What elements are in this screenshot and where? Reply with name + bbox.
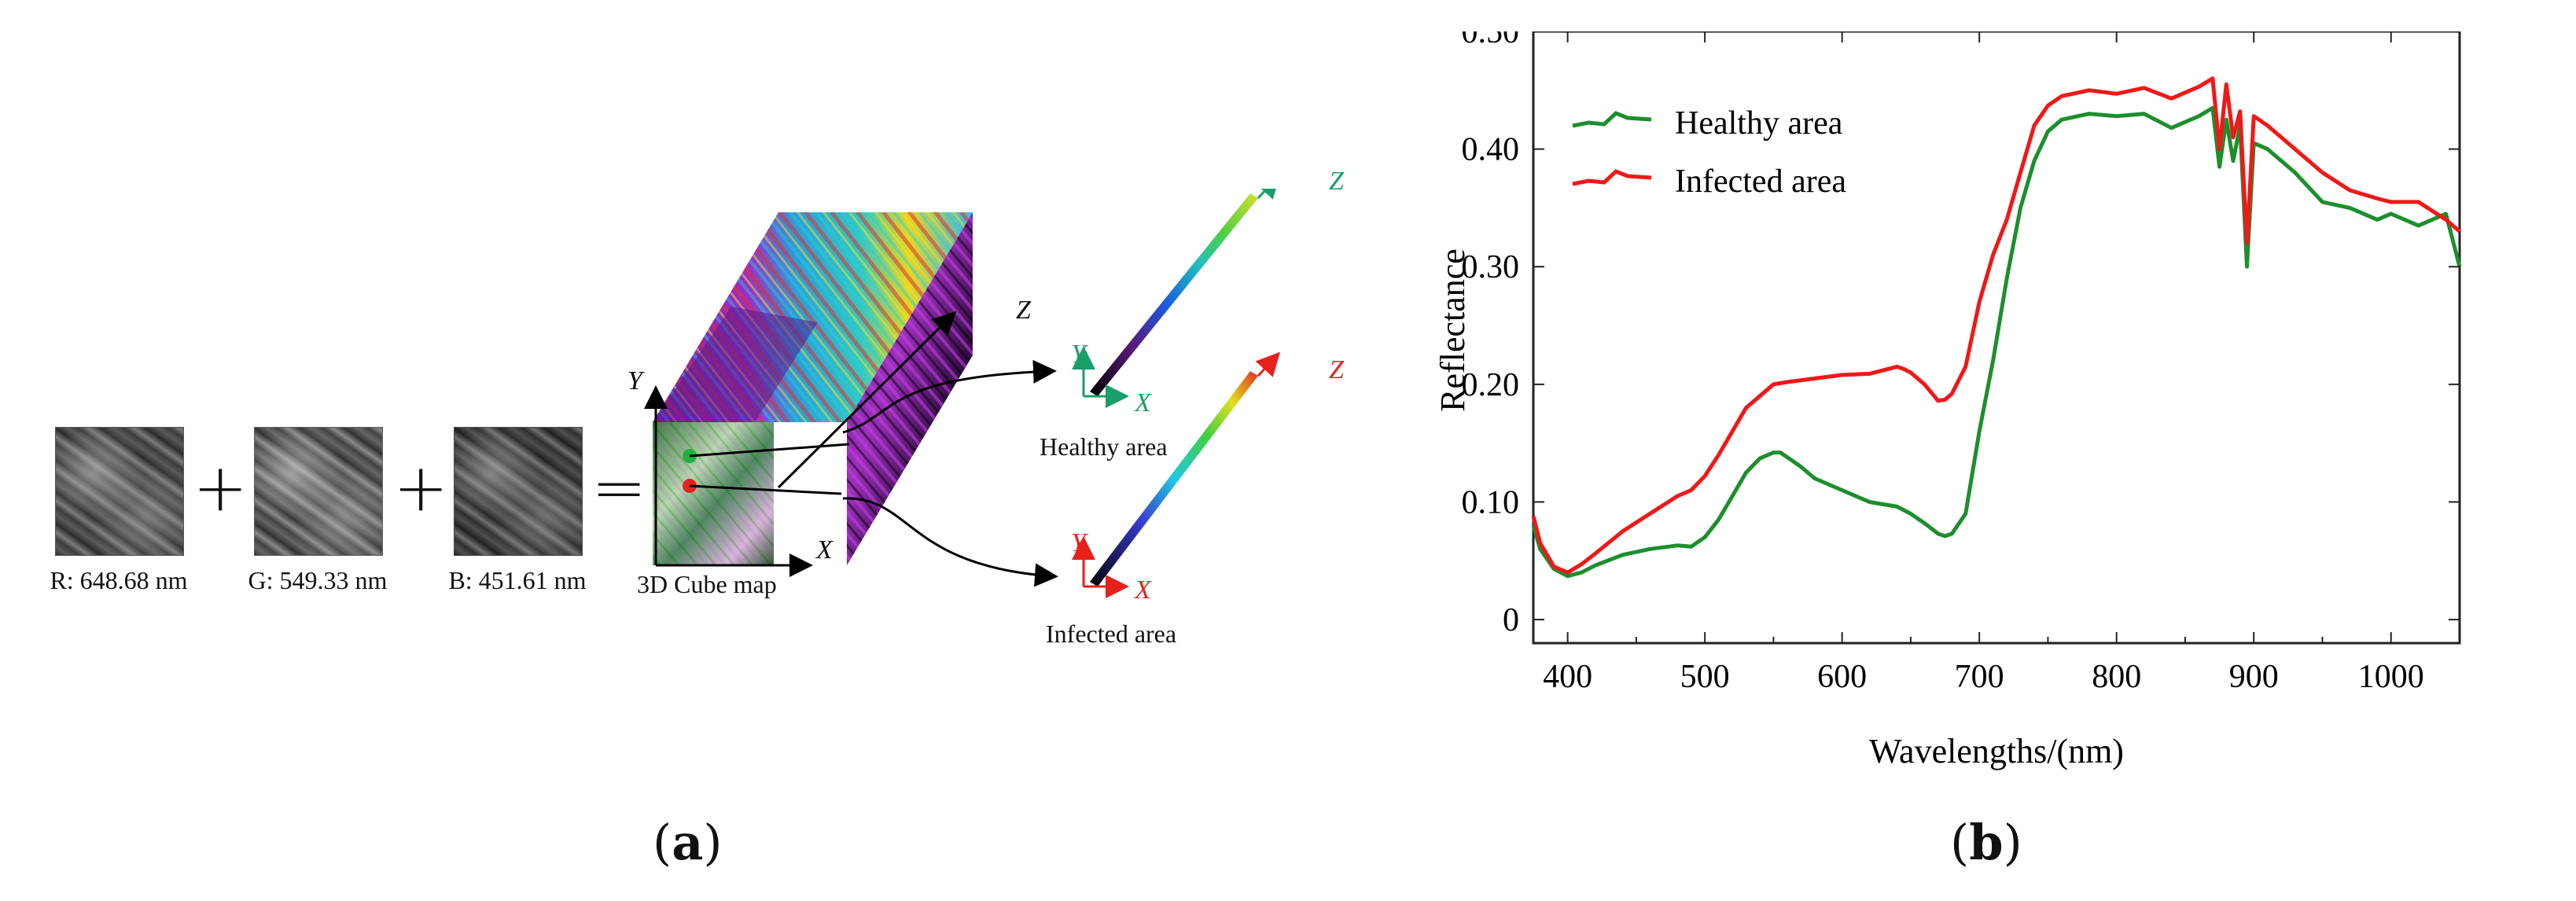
plus-sign-1: + xyxy=(193,449,248,526)
x-tick-label: 500 xyxy=(1680,659,1730,695)
band-label-g: G: 549.33 nm xyxy=(248,566,388,594)
infected-axis-x-label: X xyxy=(1135,576,1151,605)
healthy-axis-x-label: X xyxy=(1135,388,1151,417)
infected-axis-z-label: Z xyxy=(1329,355,1344,384)
panel-a-letter-text: a xyxy=(672,814,704,871)
band-image-g xyxy=(254,427,383,556)
x-tick-label: 400 xyxy=(1543,659,1592,695)
infected-axis-y-label: Y xyxy=(1071,528,1086,557)
reflectance-chart: 400 500 600 700 800 900 1000 0 0.10 0.20 0.30 0.40 0… xyxy=(1433,31,2462,770)
x-tick-label: 700 xyxy=(1955,659,2004,695)
plus-sign-2: + xyxy=(393,449,449,526)
band-label-b: B: 451.61 nm xyxy=(448,566,587,594)
series-line-healthy-area xyxy=(1531,105,2462,579)
legend-swatch xyxy=(1572,169,1652,186)
y-tick-label: 0.10 xyxy=(1462,484,1520,520)
infected-pixel-bar xyxy=(1090,371,1258,587)
cube-axis-y-label: Y xyxy=(627,366,642,395)
plot-border xyxy=(1532,31,2461,645)
panel-b-letter: (b) xyxy=(1950,814,2022,871)
legend-label: Healthy area xyxy=(1675,105,1843,142)
panel-a-letter: (a) xyxy=(653,814,723,871)
infected-area-label: Infected area xyxy=(1046,620,1177,648)
series-line-infected-area xyxy=(1531,76,2461,575)
y-axis-label: Reflectance xyxy=(1433,248,1472,412)
band-image-r xyxy=(55,427,184,556)
legend-label: Infected area xyxy=(1675,164,1846,200)
chart-legend: Healthy area Infected area xyxy=(1572,105,1846,200)
y-tick-label: 0.50 xyxy=(1462,31,1520,50)
cube-axis-x-label: X xyxy=(816,535,833,565)
y-tick-label: 0.30 xyxy=(1462,249,1520,285)
healthy-area-label: Healthy area xyxy=(1040,432,1168,461)
chart-frame xyxy=(1532,31,2461,645)
panel-b-letter-text: b xyxy=(1969,814,2004,871)
healthy-axis-z-label: Z xyxy=(1329,167,1344,196)
infected-connector-arrow xyxy=(842,497,1058,587)
y-tick-label: 0.20 xyxy=(1462,367,1520,403)
healthy-connector-arrow xyxy=(842,359,1057,434)
y-tick-label: 0.40 xyxy=(1462,132,1520,168)
cube-label: 3D Cube map xyxy=(637,570,777,598)
equals-sign: = xyxy=(591,449,647,526)
x-tick-label: 800 xyxy=(2092,659,2141,695)
x-tick-label: 900 xyxy=(2229,659,2279,695)
band-image-b xyxy=(454,427,583,556)
cube-diagram xyxy=(644,189,1281,598)
x-axis-label: Wavelengths/(nm) xyxy=(1869,732,2124,770)
chart-series-group xyxy=(1531,76,2462,579)
chart-ticks-group: 400 500 600 700 800 900 1000 0 0.10 0.20 0.30 0.40 0… xyxy=(1462,31,2460,695)
x-tick-label: 1000 xyxy=(2358,659,2424,695)
y-tick-label: 0 xyxy=(1503,602,1519,638)
cube-axis-z-label: Z xyxy=(1016,296,1031,325)
healthy-pixel-bar xyxy=(1090,193,1258,396)
band-label-r: R: 648.68 nm xyxy=(50,566,188,594)
x-tick-label: 600 xyxy=(1817,659,1867,695)
healthy-axis-y-label: Y xyxy=(1071,340,1086,369)
legend-swatch xyxy=(1572,111,1652,128)
